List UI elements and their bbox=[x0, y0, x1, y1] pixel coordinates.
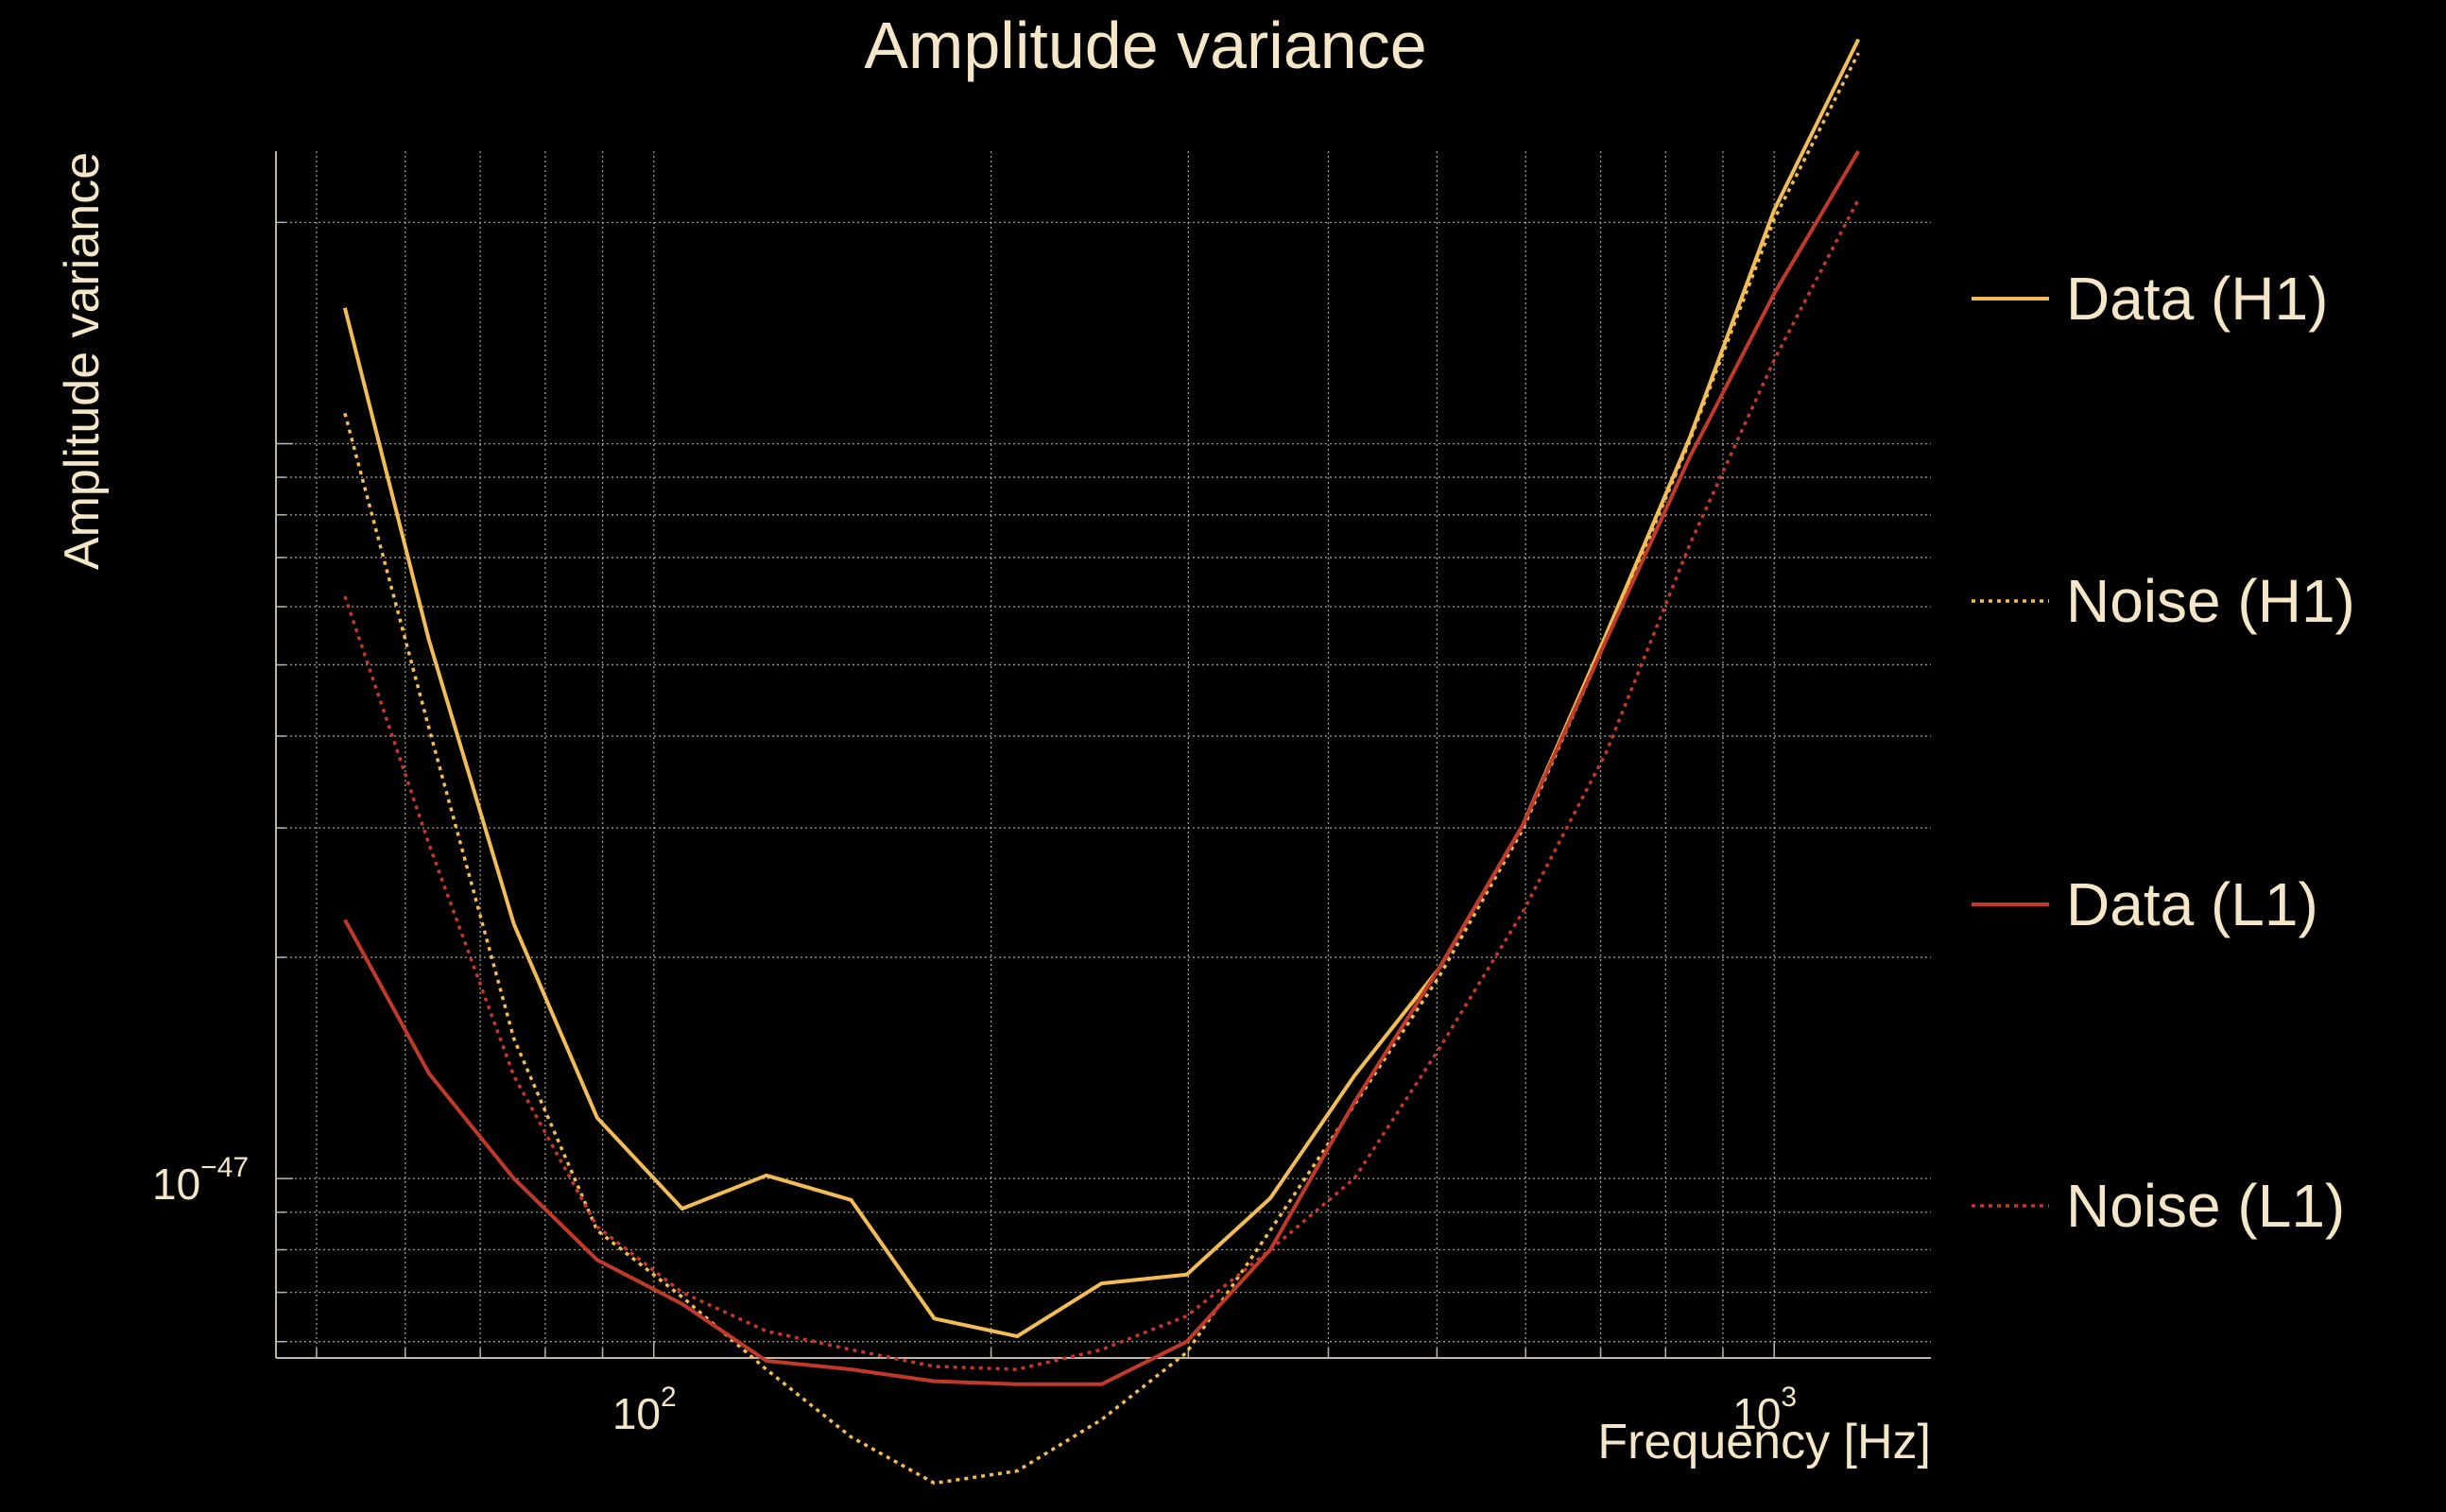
grid bbox=[276, 151, 1931, 1358]
chart-title: Amplitude variance bbox=[864, 9, 1426, 82]
legend: Data (H1) Noise (H1) Data (L1) Noise (L1) bbox=[1972, 265, 2355, 1240]
series-line-2 bbox=[343, 52, 1860, 1486]
x-axis-label: Frequency [Hz] bbox=[1597, 1415, 1931, 1469]
series-line-1 bbox=[342, 38, 1861, 1339]
series-lines bbox=[342, 38, 1861, 1486]
axes bbox=[275, 151, 1931, 1359]
series-line-4 bbox=[343, 198, 1860, 1371]
legend-label: Data (H1) bbox=[2066, 265, 2328, 333]
legend-label: Noise (L1) bbox=[2066, 1172, 2345, 1240]
legend-label: Data (L1) bbox=[2066, 870, 2318, 938]
x-tick-label: 102 bbox=[612, 1382, 677, 1438]
y-axis-label: Amplitude variance bbox=[55, 152, 110, 570]
y-tick-label: 10−47 bbox=[152, 1152, 249, 1209]
series-line-3 bbox=[343, 149, 1861, 1386]
legend-label: Noise (H1) bbox=[2066, 567, 2355, 635]
